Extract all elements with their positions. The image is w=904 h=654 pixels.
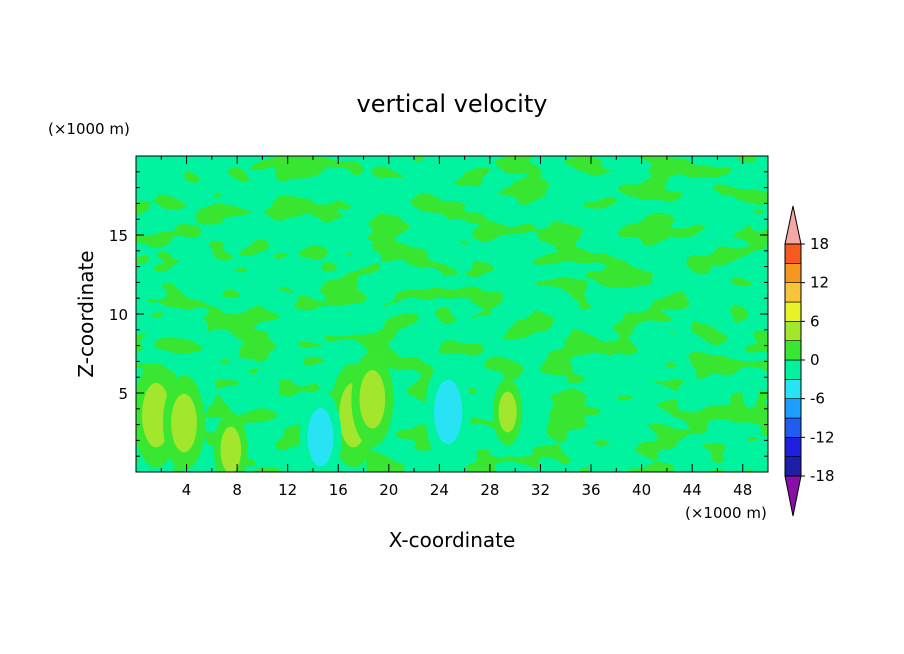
x-tick-label: 4 — [182, 481, 192, 499]
colorbar-segment — [784, 321, 802, 341]
colorbar-segment — [784, 379, 802, 399]
colorbar-segment — [784, 359, 802, 380]
contour-level — [171, 393, 197, 453]
colorbar-segment — [784, 456, 802, 477]
velocity-cell — [741, 370, 759, 409]
velocity-cell — [492, 378, 523, 446]
velocity-cell — [199, 369, 217, 408]
colorbar-segment — [784, 282, 802, 303]
contour-level — [220, 426, 242, 472]
y-axis: 5 10 15 — [109, 171, 768, 457]
y-tick-label: 15 — [109, 227, 128, 245]
colorbar-segment — [784, 243, 802, 264]
x-tick-label: 12 — [278, 481, 297, 499]
colorbar-segment — [784, 437, 802, 457]
x-tick-label: 32 — [531, 481, 550, 499]
colorbar-segment — [784, 398, 802, 419]
contour-level — [258, 361, 280, 409]
velocity-cell — [214, 411, 248, 472]
contour-field — [136, 156, 768, 472]
colorbar: 18 12 6 0 -6 -12 -18 — [784, 205, 835, 517]
contour-level — [498, 391, 517, 433]
contour-level — [529, 381, 547, 420]
velocity-cell — [163, 375, 206, 471]
colorbar-label: 12 — [810, 274, 829, 292]
velocity-cell — [529, 381, 547, 420]
x-tick-label: 44 — [683, 481, 702, 499]
x-tick-label: 24 — [430, 481, 449, 499]
colorbar-label: -12 — [810, 428, 835, 446]
colorbar-label: -6 — [810, 390, 825, 408]
colorbar-segment — [784, 340, 802, 361]
chart-title: vertical velocity — [357, 90, 548, 118]
y-tick-label: 10 — [109, 306, 128, 324]
colorbar-under-arrow — [784, 475, 802, 517]
x-tick-label: 48 — [733, 481, 752, 499]
contour-level — [741, 370, 759, 409]
colorbar-label: -18 — [810, 467, 835, 485]
x-tick-label: 16 — [329, 481, 348, 499]
y-unit-label: (×1000 m) — [48, 120, 130, 138]
y-tick-label: 5 — [118, 385, 128, 403]
colorbar-label: 0 — [810, 351, 820, 369]
colorbar-label: 6 — [810, 312, 820, 330]
velocity-cell — [299, 389, 342, 472]
contour-level — [307, 408, 334, 467]
colorbar-segment — [784, 263, 802, 283]
x-axis: 4 8 12 16 20 24 28 32 36 40 44 48 — [160, 156, 752, 499]
contour-level — [142, 382, 171, 448]
x-tick-label: 8 — [232, 481, 242, 499]
contour-level — [199, 369, 217, 408]
colorbar-label: 18 — [810, 235, 829, 253]
x-tick-label: 28 — [480, 481, 499, 499]
contour-level — [434, 379, 463, 445]
x-axis-label: X-coordinate — [389, 528, 516, 552]
y-axis-label: Z-coordinate — [74, 250, 98, 377]
contour-level — [359, 370, 386, 429]
x-unit-label: (×1000 m) — [685, 504, 767, 522]
x-tick-label: 20 — [379, 481, 398, 499]
colorbar-segment — [784, 301, 802, 322]
colorbar-over-arrow — [784, 205, 802, 245]
velocity-cell — [258, 361, 280, 409]
velocity-cell — [425, 359, 472, 465]
velocity-cell — [351, 351, 394, 447]
x-tick-label: 36 — [581, 481, 600, 499]
colorbar-segment — [784, 417, 802, 438]
x-tick-label: 40 — [632, 481, 651, 499]
velocity-cells — [136, 351, 759, 472]
